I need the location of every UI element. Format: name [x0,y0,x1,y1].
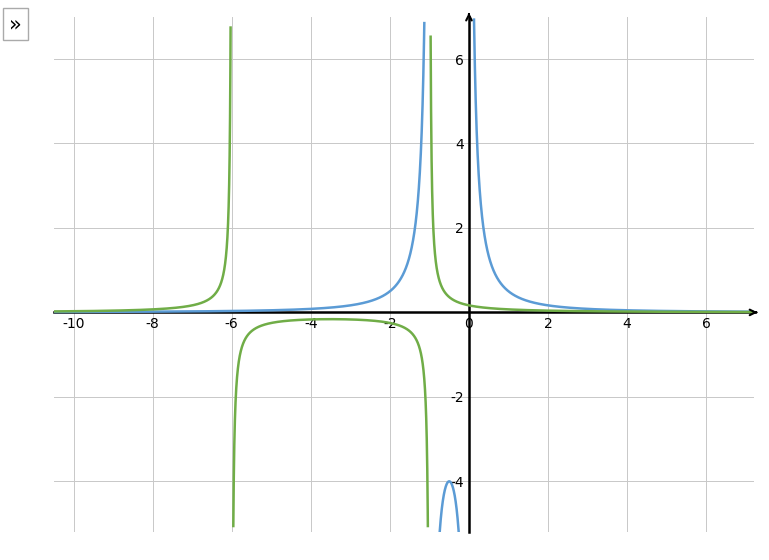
Text: »: » [9,14,22,34]
